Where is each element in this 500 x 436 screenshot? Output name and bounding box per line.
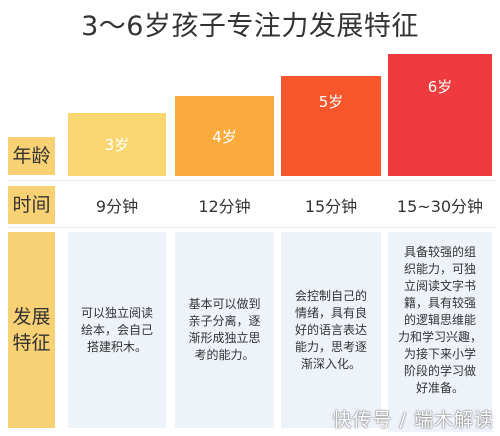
- desc-line: 立阅读文字书: [403, 279, 476, 293]
- desc-line: 会控制自己的: [294, 288, 367, 303]
- desc-line: 的逻辑思维能: [403, 313, 476, 327]
- desc-line: 阶段的学习做: [403, 364, 476, 378]
- time-cell-4: 12分钟: [175, 187, 274, 223]
- divider: [8, 180, 496, 181]
- desc-line: 渐深入化。: [300, 356, 361, 371]
- desc-line: 亲子分离，逐: [188, 314, 261, 328]
- age-block-4: 4岁: [175, 96, 274, 176]
- time-value: 9分钟: [95, 197, 139, 216]
- desc-line: 绘本，会自己: [80, 322, 153, 337]
- desc-line: 织能力，可独: [403, 262, 476, 276]
- age-label: 5岁: [318, 92, 344, 111]
- desc-line: 能力，思考逐: [294, 339, 367, 354]
- age-label: 4岁: [212, 127, 237, 146]
- row-label-age-text: 年龄: [12, 145, 51, 167]
- desc-line: 搭建积木。: [86, 339, 147, 354]
- row-label-time-text: 时间: [12, 194, 51, 216]
- divider: [8, 227, 496, 228]
- desc-line: 考的能力。: [194, 348, 255, 362]
- time-cell-6: 15~30分钟: [388, 187, 492, 223]
- time-cell-3: 9分钟: [68, 187, 166, 223]
- age-label: 6岁: [427, 77, 453, 96]
- row-label-time: 时间: [8, 186, 55, 224]
- desc-line: 基本可以做到: [188, 297, 261, 311]
- desc-line: 为接下来小学: [403, 347, 476, 361]
- age-label: 3岁: [104, 136, 130, 154]
- desc-line: 渐形成独立思: [188, 331, 261, 345]
- desc-line: 情绪，具有良: [294, 305, 367, 320]
- time-value: 12分钟: [198, 197, 251, 216]
- desc-cell-6: 具备较强的组 织能力，可独 立阅读文字书 籍，具有较强 的逻辑思维能 力和学习兴…: [388, 232, 492, 432]
- age-block-6: 6岁: [388, 54, 492, 176]
- time-cell-5: 15分钟: [281, 187, 381, 223]
- desc-line: 具备较强的组: [403, 245, 476, 259]
- time-value: 15~30分钟: [396, 197, 484, 216]
- time-value: 15分钟: [304, 197, 358, 216]
- desc-line: 好的语言表达: [294, 322, 367, 337]
- desc-cell-4: 基本可以做到 亲子分离，逐 渐形成独立思 考的能力。: [175, 232, 274, 428]
- desc-line: 可以独立阅读: [80, 305, 153, 320]
- age-block-5: 5岁: [281, 76, 381, 176]
- desc-line: 好准备。: [415, 381, 464, 395]
- desc-cell-3: 可以独立阅读 绘本，会自己 搭建积木。: [68, 232, 166, 428]
- desc-line: 力和学习兴趣，: [397, 330, 482, 344]
- age-block-3: 3岁: [68, 113, 166, 176]
- desc-line: 籍，具有较强: [403, 296, 476, 310]
- row-label-age: 年龄: [8, 137, 55, 175]
- desc-cell-5: 会控制自己的 情绪，具有良 好的语言表达 能力，思考逐 渐深入化。: [281, 232, 381, 428]
- row-label-development-text: 发展 特征: [12, 306, 51, 354]
- row-label-development: 发展 特征: [8, 232, 55, 428]
- page-title: 3～6岁孩子专注力发展特征: [81, 11, 419, 42]
- watermark: 快传号 / 端木解读: [332, 409, 494, 431]
